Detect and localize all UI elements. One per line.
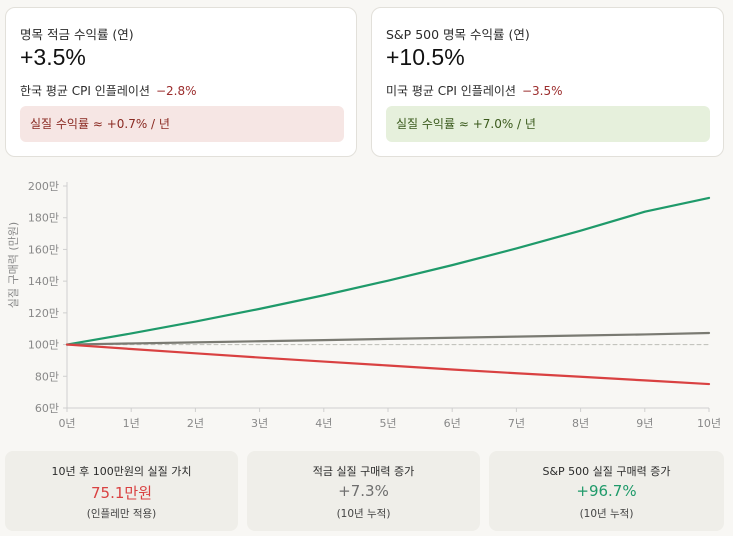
stat-sp500-growth-label: S&P 500 실질 구매력 증가: [542, 465, 671, 478]
x-tick-label: 1년: [123, 417, 140, 430]
sp500-cpi-label: 미국 평균 CPI 인플레이션: [386, 84, 516, 98]
x-tick-label: 7년: [508, 417, 525, 430]
y-axis-label: 실질 구매력 (만원): [7, 222, 20, 308]
y-tick-label: 180만: [28, 212, 59, 225]
purchasing-power-chart: 60만 80만 100만 120만 140만 160만 180만 200만 0년 1년 2년 3년 4…: [7, 180, 721, 430]
stat-savings-growth: 적금 실질 구매력 증가 +7.3% (10년 누적): [247, 451, 480, 531]
savings-real-rate-box: 실질 수익률 ≈ +0.7% / 년: [20, 106, 344, 142]
x-tick-label: 3년: [251, 417, 268, 430]
stat-sp500-growth: S&P 500 실질 구매력 증가 +96.7% (10년 누적): [489, 451, 724, 531]
sp500-card-title: S&P 500 명목 수익률 (연): [386, 27, 530, 42]
stat-real-value-number: 75.1만원: [91, 484, 152, 502]
series-layer: [65, 196, 711, 386]
series-line: [65, 343, 711, 386]
savings-cpi-line: 한국 평균 CPI 인플레이션 −2.8%: [20, 82, 197, 99]
x-tick-label: 8년: [572, 417, 589, 430]
stat-real-value-label: 10년 후 100만원의 실질 가치: [51, 465, 192, 478]
x-tick-label: 4년: [315, 417, 332, 430]
y-tick-label: 160만: [28, 243, 59, 256]
y-tick-label: 140만: [28, 275, 59, 288]
y-tick-label: 60만: [35, 402, 59, 415]
stat-real-value: 10년 후 100만원의 실질 가치 75.1만원 (인플레만 적용): [5, 451, 238, 531]
sp500-cpi-value: −3.5%: [521, 84, 563, 98]
savings-nominal-rate: +3.5%: [20, 44, 86, 70]
x-tick-label: 5년: [379, 417, 396, 430]
sp500-real-rate-box: 실질 수익률 ≈ +7.0% / 년: [386, 106, 710, 142]
x-tick-label: 10년: [697, 417, 721, 430]
stat-savings-growth-label: 적금 실질 구매력 증가: [312, 465, 415, 478]
y-tick-label: 100만: [28, 339, 59, 352]
savings-card-title: 명목 적금 수익률 (연): [20, 27, 134, 42]
series-line: [65, 196, 711, 346]
stat-sp500-growth-note: (10년 누적): [579, 508, 634, 520]
stat-sp500-growth-number: +96.7%: [576, 482, 637, 500]
x-tick-label: 9년: [636, 417, 653, 430]
sp500-nominal-rate: +10.5%: [386, 44, 465, 70]
y-axis: 60만 80만 100만 120만 140만 160만 180만 200만: [28, 180, 68, 415]
stat-real-value-note: (인플레만 적용): [86, 508, 157, 520]
x-tick-label: 0년: [58, 417, 75, 430]
stat-savings-growth-number: +7.3%: [338, 482, 389, 500]
savings-cpi-value: −2.8%: [155, 84, 197, 98]
sp500-rate-card: S&P 500 명목 수익률 (연) +10.5% 미국 평균 CPI 인플레이…: [371, 7, 724, 157]
sp500-cpi-line: 미국 평균 CPI 인플레이션 −3.5%: [386, 82, 563, 99]
y-tick-label: 120만: [28, 307, 59, 320]
x-tick-label: 6년: [444, 417, 461, 430]
y-tick-label: 80만: [35, 370, 59, 383]
x-axis: 0년 1년 2년 3년 4년 5년 6년 7년 8년 9년 10년: [58, 407, 721, 430]
x-tick-label: 2년: [187, 417, 204, 430]
series-line: [65, 331, 711, 346]
y-tick-label: 200만: [28, 180, 59, 193]
savings-rate-card: 명목 적금 수익률 (연) +3.5% 한국 평균 CPI 인플레이션 −2.8%…: [5, 7, 357, 157]
savings-cpi-label: 한국 평균 CPI 인플레이션: [20, 84, 150, 98]
stat-savings-growth-note: (10년 누적): [336, 508, 391, 520]
